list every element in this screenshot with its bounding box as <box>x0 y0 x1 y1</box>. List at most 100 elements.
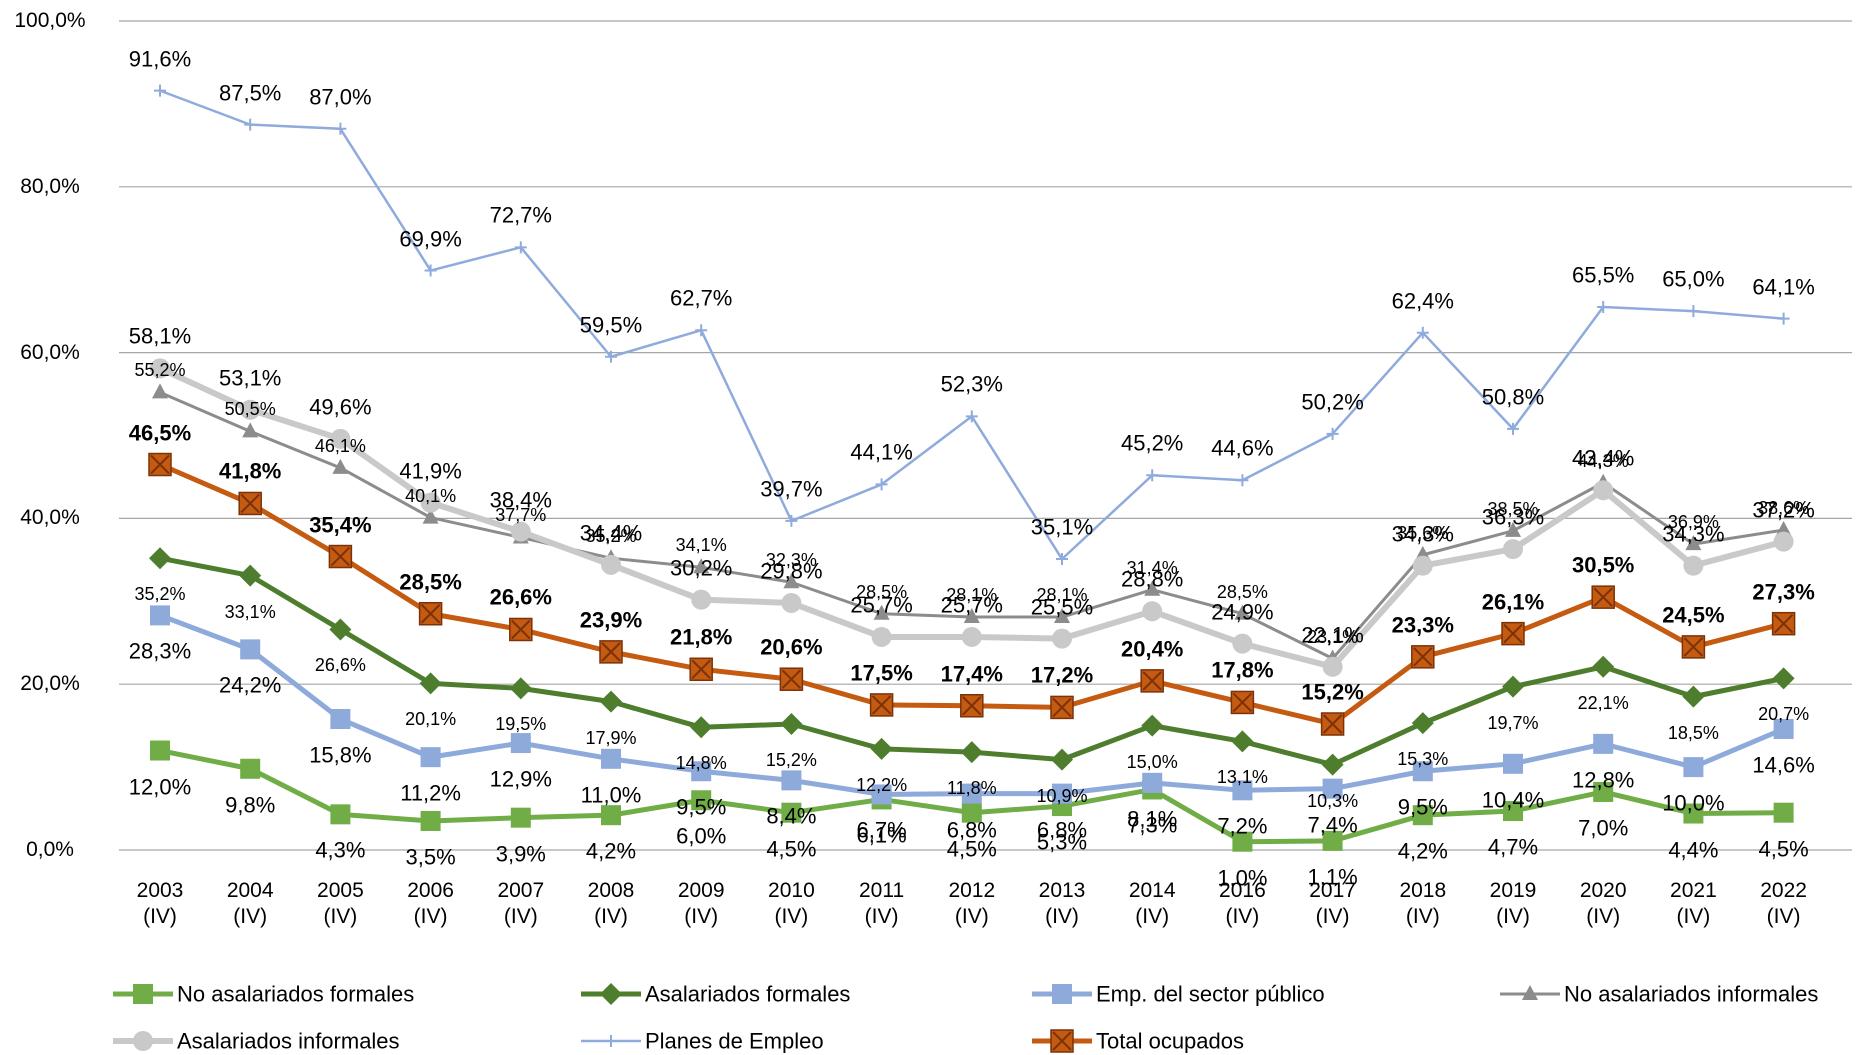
marker <box>1502 675 1524 698</box>
data-label: 38,5% <box>1487 498 1539 519</box>
y-tick-label: 100,0% <box>14 8 86 32</box>
marker <box>1777 312 1790 325</box>
data-label: 6,1% <box>856 822 907 848</box>
data-label: 44,6% <box>1211 435 1274 461</box>
data-label: 12,9% <box>489 766 552 792</box>
marker-cross <box>1413 647 1433 667</box>
marker-cross <box>962 696 982 716</box>
marker <box>1054 608 1070 624</box>
data-label: 59,5% <box>579 311 643 337</box>
legend-label: Emp. del sector público <box>1096 981 1325 1007</box>
marker <box>1593 781 1614 802</box>
marker-cross <box>1683 637 1704 657</box>
marker <box>780 712 803 735</box>
data-label: 91,6% <box>128 45 192 71</box>
data-label: 18,5% <box>1667 722 1719 743</box>
legend-label: No asalariados informales <box>1564 981 1819 1007</box>
data-label: 30,5% <box>1571 552 1635 578</box>
marker-cross <box>511 619 531 640</box>
data-label: 15,0% <box>1126 751 1178 772</box>
data-label: 41,8% <box>218 458 282 484</box>
marker-cross <box>1503 623 1523 644</box>
marker <box>238 491 262 516</box>
data-label: 32,3% <box>765 549 817 570</box>
data-label: 34,1% <box>675 535 727 556</box>
data-label: 23,1% <box>1307 626 1359 647</box>
data-label: 9,5% <box>1397 794 1448 820</box>
marker <box>133 984 153 1004</box>
data-label: 58,1% <box>128 323 192 349</box>
marker <box>1501 621 1525 646</box>
data-label: 13,1% <box>1216 767 1268 788</box>
marker <box>600 983 622 1005</box>
data-label: 35,2% <box>134 583 186 604</box>
marker <box>689 657 713 682</box>
data-label: 44,3% <box>1577 450 1629 471</box>
marker <box>1231 730 1254 753</box>
x-tick-label: 2011 (IV) <box>859 878 905 928</box>
legend-label: No asalariados formales <box>177 981 415 1007</box>
data-label: 34,3% <box>1391 520 1454 546</box>
marker <box>1771 611 1796 636</box>
marker <box>1685 535 1702 551</box>
data-label: 4,5% <box>1758 835 1809 861</box>
data-label: 24,2% <box>218 672 282 698</box>
data-label: 28,5% <box>856 581 908 602</box>
data-label: 39,7% <box>760 476 823 502</box>
marker <box>240 639 261 660</box>
y-tick-label: 20,0% <box>20 672 80 696</box>
marker-cross <box>1593 587 1613 607</box>
data-label: 31,4% <box>1126 557 1178 578</box>
marker <box>963 608 980 624</box>
marker <box>781 802 802 823</box>
marker <box>420 747 441 768</box>
marker <box>1773 802 1794 823</box>
marker <box>239 564 262 587</box>
marker-cross <box>871 695 892 715</box>
marker <box>509 677 532 700</box>
x-tick-label: 2004 (IV) <box>226 878 274 928</box>
data-label: 72,7% <box>489 202 552 228</box>
marker <box>1236 474 1249 487</box>
marker-cross <box>1322 714 1343 734</box>
marker <box>334 122 347 135</box>
data-label: 35,4% <box>309 511 372 537</box>
marker <box>150 358 170 379</box>
marker <box>961 783 982 804</box>
data-label: 15,3% <box>1397 748 1449 769</box>
data-label: 43,4% <box>1571 445 1635 471</box>
data-label: 11,2% <box>400 780 461 806</box>
marker <box>1322 830 1343 851</box>
data-label: 28,8% <box>1120 566 1184 592</box>
marker <box>1052 984 1072 1004</box>
marker <box>781 592 802 613</box>
data-label: 36,3% <box>1481 504 1545 530</box>
marker <box>691 589 712 610</box>
marker <box>152 383 168 399</box>
marker <box>960 741 983 764</box>
marker <box>1326 427 1339 440</box>
marker <box>1052 628 1072 649</box>
data-label: 10,4% <box>1481 787 1545 813</box>
marker <box>960 694 984 718</box>
marker <box>1142 601 1163 622</box>
data-label: 25,7% <box>850 592 913 618</box>
data-label: 17,8% <box>1211 657 1274 683</box>
data-label: 45,2% <box>1120 430 1184 456</box>
marker <box>1503 801 1523 822</box>
marker <box>1683 757 1704 778</box>
data-label: 7,0% <box>1578 815 1629 841</box>
marker-cross <box>1142 671 1162 691</box>
marker <box>1416 326 1429 339</box>
marker <box>779 667 804 691</box>
data-label: 19,5% <box>495 714 547 735</box>
y-tick-label: 0,0% <box>26 837 74 861</box>
marker <box>601 554 621 575</box>
marker <box>332 458 349 474</box>
data-label: 12,0% <box>128 773 192 799</box>
x-tick-label: 2003 (IV) <box>136 878 184 928</box>
marker-cross <box>330 546 351 567</box>
data-label: 6,7% <box>856 817 907 843</box>
data-label: 9,8% <box>225 792 276 817</box>
